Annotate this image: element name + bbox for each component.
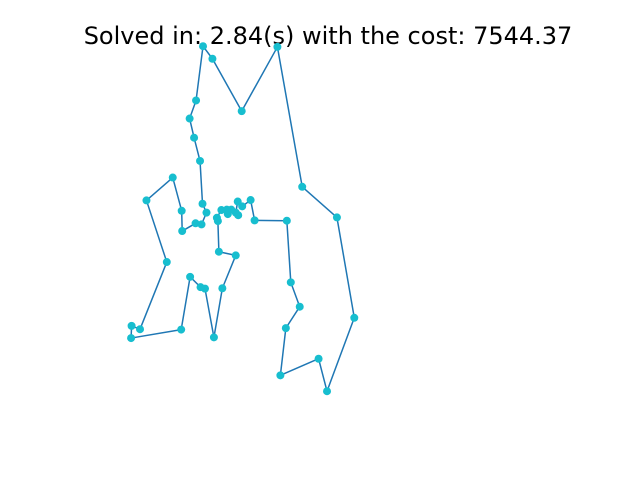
chart-title: Solved in: 2.84(s) with the cost: 7544.3… [83,22,573,50]
city-point-43 [197,220,206,229]
route-segment-28 [213,287,224,339]
city-point-26 [214,247,223,256]
route-segment-45 [199,160,204,205]
city-point-42 [191,219,200,228]
city-point-29 [209,333,218,342]
route-segment-9 [279,327,287,377]
city-point-5 [332,213,341,222]
city-point-3 [273,42,282,51]
city-point-40 [177,206,186,215]
city-point-32 [186,272,195,281]
route-segment-1 [211,57,243,112]
city-point-41 [178,227,187,236]
city-point-49 [192,96,201,105]
route-segment-36 [139,261,168,330]
city-point-0 [199,42,208,51]
route-segment-4 [301,186,338,219]
route-segment-5 [336,216,356,319]
city-point-34 [127,334,136,343]
route-segment-8 [279,357,320,377]
route-segment-6 [326,317,356,392]
route-segment-25 [217,220,220,253]
city-point-6 [350,313,359,322]
city-point-4 [298,182,307,191]
city-point-9 [276,371,285,380]
city-point-8 [314,354,323,363]
city-point-17 [233,197,242,206]
city-point-45 [198,199,207,208]
city-point-44 [202,208,211,217]
route-segment-10 [285,305,301,329]
city-point-14 [250,216,259,225]
city-point-37 [162,258,171,267]
city-point-27 [231,251,240,260]
city-point-28 [218,284,227,293]
city-point-7 [323,387,332,396]
city-point-47 [190,133,199,142]
city-point-48 [185,114,194,123]
city-point-2 [237,107,246,116]
city-point-25 [213,217,222,226]
route-segment-33 [130,328,182,339]
city-point-46 [196,156,205,165]
route-segment-49 [195,45,204,102]
city-point-13 [282,216,291,225]
route-segment-2 [240,46,279,112]
route-segment-11 [290,281,301,308]
city-point-36 [136,325,145,334]
city-point-38 [142,196,151,205]
city-point-33 [177,325,186,334]
city-point-31 [196,283,205,292]
route-segment-27 [221,254,237,290]
route-lines [130,45,356,392]
city-point-11 [295,302,304,311]
route-segment-29 [204,287,215,339]
route-segment-12 [286,219,292,284]
city-point-39 [168,173,177,182]
city-point-15 [246,196,255,205]
city-point-23 [217,206,226,215]
city-point-10 [281,324,290,333]
city-point-19 [234,211,243,220]
route-segment-37 [145,199,168,263]
city-point-12 [286,278,295,287]
city-point-35 [127,321,136,330]
route-segment-3 [276,46,303,188]
route-segment-32 [180,276,191,331]
route-segment-7 [317,357,328,392]
route-segment-38 [145,176,174,202]
city-point-1 [208,54,217,63]
city-points [127,42,359,396]
route-segment-39 [172,176,183,212]
